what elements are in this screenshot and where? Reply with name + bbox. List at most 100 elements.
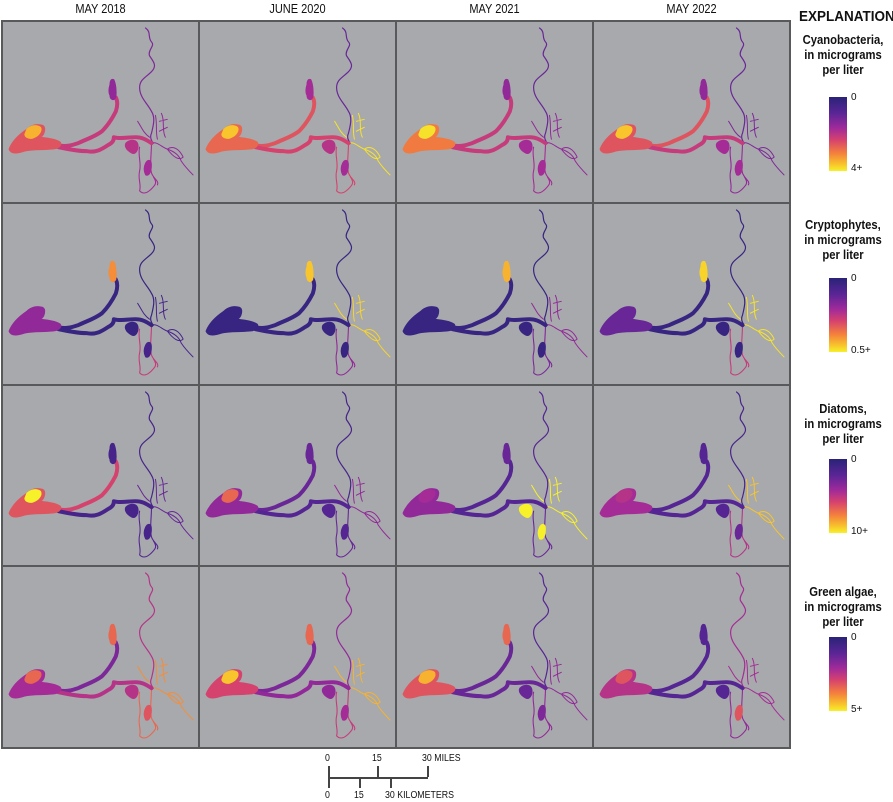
legend-heading: Diatoms, in micrograms per liter bbox=[798, 402, 888, 447]
region-north-arm bbox=[108, 78, 117, 101]
river-network-map bbox=[599, 390, 785, 558]
map-panel-green-algae-june-2020 bbox=[200, 567, 395, 747]
region-bay-hotspot bbox=[221, 306, 239, 321]
river-network-map bbox=[402, 390, 588, 558]
region-south-lake bbox=[734, 341, 743, 358]
region-bay-hotspot bbox=[221, 125, 239, 139]
map-panel-cryptophytes-june-2020 bbox=[200, 203, 395, 384]
region-channel-west bbox=[56, 95, 120, 148]
region-channel-west bbox=[253, 277, 317, 330]
scale-km-15: 15 bbox=[354, 790, 364, 801]
region-south-lake bbox=[340, 341, 349, 358]
legend-max-label: 0.5+ bbox=[851, 345, 871, 356]
region-south-channels bbox=[335, 324, 356, 376]
river-network-map bbox=[402, 572, 588, 739]
region-south-channels bbox=[335, 687, 356, 739]
region-bay-hotspot bbox=[418, 670, 436, 685]
region-east-sloughs bbox=[334, 112, 391, 176]
region-channel-west bbox=[450, 95, 514, 148]
map-panel-cryptophytes-may-2021 bbox=[397, 203, 592, 384]
region-channel-west bbox=[647, 95, 711, 148]
region-north-arm bbox=[305, 624, 314, 646]
region-channel-west bbox=[647, 640, 711, 694]
legend-max-label: 10+ bbox=[851, 526, 868, 537]
region-north-arm bbox=[699, 260, 708, 282]
color-ramp-bar bbox=[829, 459, 847, 533]
legend-heading-line: in micrograms bbox=[804, 600, 882, 614]
region-central-lake bbox=[518, 321, 533, 336]
legend-diatoms: Diatoms, in micrograms per liter 0 10+ bbox=[793, 402, 893, 537]
river-network-map bbox=[402, 209, 588, 376]
region-bay-hotspot bbox=[24, 125, 42, 139]
region-north-river bbox=[533, 390, 550, 508]
region-central-lake bbox=[124, 321, 139, 336]
region-bay-hotspot bbox=[418, 488, 436, 503]
legend-min-label: 0 bbox=[851, 454, 857, 465]
legend-max-label: 4+ bbox=[851, 163, 863, 174]
region-north-river bbox=[139, 390, 156, 508]
region-bay-hotspot bbox=[615, 306, 633, 321]
scale-tick bbox=[427, 766, 429, 777]
region-east-sloughs bbox=[137, 476, 194, 539]
river-network-map bbox=[8, 572, 194, 739]
region-north-arm bbox=[108, 442, 117, 464]
region-north-arm bbox=[699, 78, 708, 101]
legend-min-label: 0 bbox=[851, 92, 857, 103]
map-panel-diatoms-june-2020 bbox=[200, 385, 395, 566]
region-channel-west bbox=[56, 277, 120, 330]
map-panel-green-algae-may-2018 bbox=[3, 567, 198, 747]
region-east-sloughs bbox=[728, 112, 785, 176]
region-east-sloughs bbox=[137, 658, 194, 721]
region-bay-hotspot bbox=[615, 670, 633, 685]
region-east-sloughs bbox=[728, 294, 785, 358]
region-south-channels bbox=[138, 324, 159, 376]
region-north-arm bbox=[305, 260, 314, 282]
scale-km-30: 30 KILOMETERS bbox=[385, 790, 454, 801]
legend-max-label: 5+ bbox=[851, 704, 863, 715]
river-network-map bbox=[205, 209, 391, 376]
region-bay-hotspot bbox=[615, 488, 633, 503]
legend-heading-line: Cyanobacteria, bbox=[802, 33, 884, 47]
region-south-channels bbox=[138, 506, 159, 558]
region-channel-west bbox=[56, 640, 120, 694]
map-panel-cyanobacteria-may-2018 bbox=[3, 22, 198, 202]
legend-heading: Green algae, in micrograms per liter bbox=[798, 585, 888, 630]
region-north-arm bbox=[108, 624, 117, 646]
region-channel-east bbox=[450, 680, 548, 699]
column-title-may-2021: MAY 2021 bbox=[469, 2, 520, 16]
river-network-map bbox=[205, 27, 391, 194]
region-channel-east bbox=[253, 680, 351, 699]
map-panel-diatoms-may-2022 bbox=[594, 385, 789, 566]
region-channel-east bbox=[647, 316, 745, 336]
scale-tick bbox=[359, 778, 361, 788]
legend-title: EXPLANATION bbox=[799, 8, 893, 25]
legend-cyanobacteria: Cyanobacteria, in micrograms per liter 0… bbox=[793, 33, 893, 174]
region-north-river bbox=[533, 27, 550, 144]
legend-heading-line: per liter bbox=[822, 63, 864, 77]
legend-heading-line: Cryptophytes, bbox=[805, 218, 881, 232]
scale-tick bbox=[377, 766, 379, 777]
legend-heading: Cryptophytes, in micrograms per liter bbox=[798, 218, 888, 263]
region-channel-east bbox=[647, 135, 745, 154]
region-central-lake bbox=[321, 685, 336, 700]
region-south-channels bbox=[335, 506, 356, 558]
legend-heading-line: Diatoms, bbox=[819, 402, 867, 416]
region-south-lake bbox=[537, 159, 546, 176]
river-network-map bbox=[8, 27, 194, 194]
region-bay-hotspot bbox=[418, 125, 436, 139]
region-east-sloughs bbox=[334, 294, 391, 358]
region-south-lake bbox=[537, 341, 546, 358]
region-channel-east bbox=[450, 135, 548, 154]
region-north-river bbox=[533, 209, 550, 326]
region-north-river bbox=[336, 27, 353, 144]
region-north-arm bbox=[305, 442, 314, 464]
legend-heading-line: per liter bbox=[822, 615, 864, 629]
scale-miles-30-value: 30 bbox=[422, 753, 432, 764]
river-network-map bbox=[205, 390, 391, 558]
legend-cryptophytes: Cryptophytes, in micrograms per liter 0 … bbox=[793, 218, 893, 356]
region-central-lake bbox=[518, 685, 533, 700]
region-channel-east bbox=[450, 498, 548, 518]
color-ramp-bar bbox=[829, 278, 847, 352]
region-east-sloughs bbox=[137, 112, 194, 176]
region-bay-hotspot bbox=[24, 488, 42, 503]
